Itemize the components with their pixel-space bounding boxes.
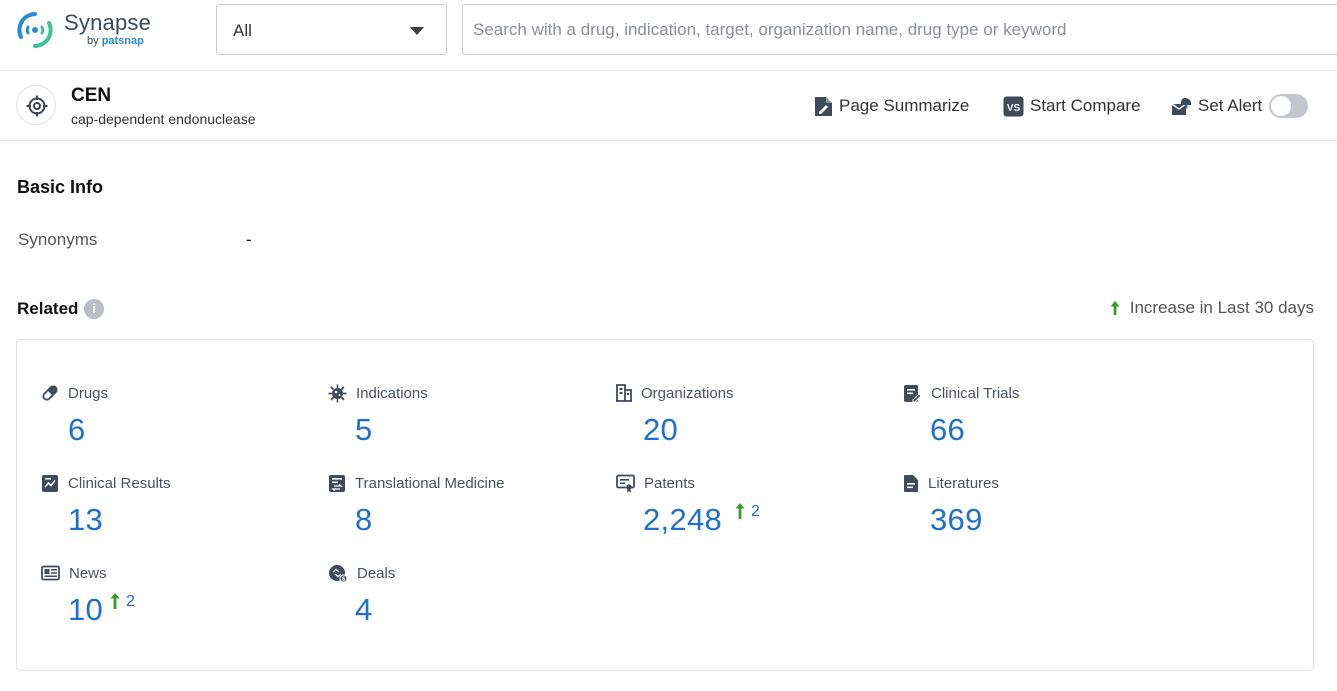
set-alert-label: Set Alert xyxy=(1198,96,1262,116)
newspaper-icon xyxy=(41,565,60,581)
virus-icon xyxy=(328,384,347,403)
related-item-label: Clinical Results xyxy=(68,475,171,492)
related-item-label: News xyxy=(69,565,107,582)
logo-byline: by patsnap xyxy=(87,35,144,47)
related-item-label: Translational Medicine xyxy=(355,475,505,492)
related-item-drugs[interactable]: Drugs 6 xyxy=(41,382,301,462)
increase-value: 2 xyxy=(751,503,760,521)
related-item-value[interactable]: 5 xyxy=(355,412,373,448)
entity-header: CEN cap-dependent endonuclease Page Summ… xyxy=(0,71,1337,141)
increase-value: 2 xyxy=(126,593,135,611)
target-icon xyxy=(26,95,48,117)
arrow-up-icon xyxy=(110,592,120,610)
related-item-value[interactable]: 8 xyxy=(355,502,373,538)
clipboard-edit-icon xyxy=(903,384,922,403)
related-item-label: Indications xyxy=(356,385,428,402)
related-item-value[interactable]: 369 xyxy=(930,502,983,538)
related-item-value[interactable]: 66 xyxy=(930,412,965,448)
basic-info-title: Basic Info xyxy=(17,177,103,198)
search-scope-select[interactable]: All xyxy=(216,4,447,55)
related-item-value[interactable]: 4 xyxy=(355,592,373,628)
top-bar: Synapse by patsnap All xyxy=(0,0,1337,71)
toggle-knob xyxy=(1271,96,1291,116)
increase-legend: Increase in Last 30 days xyxy=(1110,298,1314,318)
arrow-up-icon xyxy=(1110,300,1120,316)
synonyms-label: Synonyms xyxy=(18,230,97,250)
increase-legend-label: Increase in Last 30 days xyxy=(1130,298,1314,318)
entity-subtitle: cap-dependent endonuclease xyxy=(71,111,256,127)
logo-by: by xyxy=(87,35,99,47)
search-input[interactable] xyxy=(473,17,1333,43)
versus-icon: VS xyxy=(1003,96,1024,117)
set-alert-control[interactable]: Set Alert xyxy=(1171,94,1308,118)
related-item-deals[interactable]: $ Deals 4 xyxy=(328,562,588,642)
info-icon[interactable]: i xyxy=(84,299,104,319)
search-scope-value: All xyxy=(233,21,252,41)
caret-down-icon xyxy=(410,27,424,35)
logo-brand: patsnap xyxy=(102,35,144,47)
related-item-label: Drugs xyxy=(68,385,108,402)
certificate-icon xyxy=(616,474,635,493)
deal-icon: $ xyxy=(328,564,348,583)
related-item-label: Literatures xyxy=(928,475,999,492)
related-title: Related xyxy=(17,299,78,319)
increase-indicator: 2 xyxy=(110,592,135,611)
chart-report-icon xyxy=(41,474,59,493)
related-item-literatures[interactable]: Literatures 369 xyxy=(903,472,1163,552)
start-compare-label: Start Compare xyxy=(1030,96,1141,116)
related-item-news[interactable]: News 10 2 xyxy=(41,562,301,642)
svg-text:$: $ xyxy=(342,576,345,582)
related-item-label: Deals xyxy=(357,565,395,582)
start-compare-button[interactable]: VS Start Compare xyxy=(1003,94,1141,118)
set-alert-toggle[interactable] xyxy=(1269,94,1308,118)
report-transfer-icon xyxy=(328,474,346,493)
entity-badge xyxy=(16,85,56,125)
synapse-logo-icon xyxy=(16,11,54,49)
related-item-translational-medicine[interactable]: Translational Medicine 8 xyxy=(328,472,588,552)
related-item-organizations[interactable]: Organizations 20 xyxy=(616,382,876,462)
related-item-patents[interactable]: Patents 2,248 2 xyxy=(616,472,876,552)
arrow-up-icon xyxy=(735,502,745,520)
synapse-logo[interactable]: Synapse by patsnap xyxy=(16,9,166,53)
related-item-value[interactable]: 20 xyxy=(643,412,678,448)
summarize-icon xyxy=(814,96,833,117)
increase-indicator: 2 xyxy=(735,502,760,521)
page-summarize-button[interactable]: Page Summarize xyxy=(814,94,969,118)
document-icon xyxy=(903,474,919,493)
alert-mail-icon xyxy=(1171,97,1192,116)
search-box[interactable] xyxy=(462,4,1337,55)
related-item-value[interactable]: 2,248 xyxy=(643,502,722,538)
svg-text:VS: VS xyxy=(1007,103,1021,114)
entity-title: CEN xyxy=(71,85,111,107)
related-item-indications[interactable]: Indications 5 xyxy=(328,382,588,462)
related-item-label: Organizations xyxy=(641,385,734,402)
pill-icon xyxy=(41,384,59,402)
related-item-value[interactable]: 10 xyxy=(68,592,103,628)
related-item-clinical-trials[interactable]: Clinical Trials 66 xyxy=(903,382,1163,462)
related-item-value[interactable]: 13 xyxy=(68,502,103,538)
related-item-value[interactable]: 6 xyxy=(68,412,86,448)
building-icon xyxy=(616,384,632,402)
related-item-clinical-results[interactable]: Clinical Results 13 xyxy=(41,472,301,552)
related-card: Drugs 6 Indications 5 xyxy=(16,339,1314,671)
page-summarize-label: Page Summarize xyxy=(839,96,969,116)
synonyms-value: - xyxy=(246,230,252,250)
logo-name: Synapse xyxy=(64,10,151,36)
related-item-label: Patents xyxy=(644,475,695,492)
related-item-label: Clinical Trials xyxy=(931,385,1019,402)
